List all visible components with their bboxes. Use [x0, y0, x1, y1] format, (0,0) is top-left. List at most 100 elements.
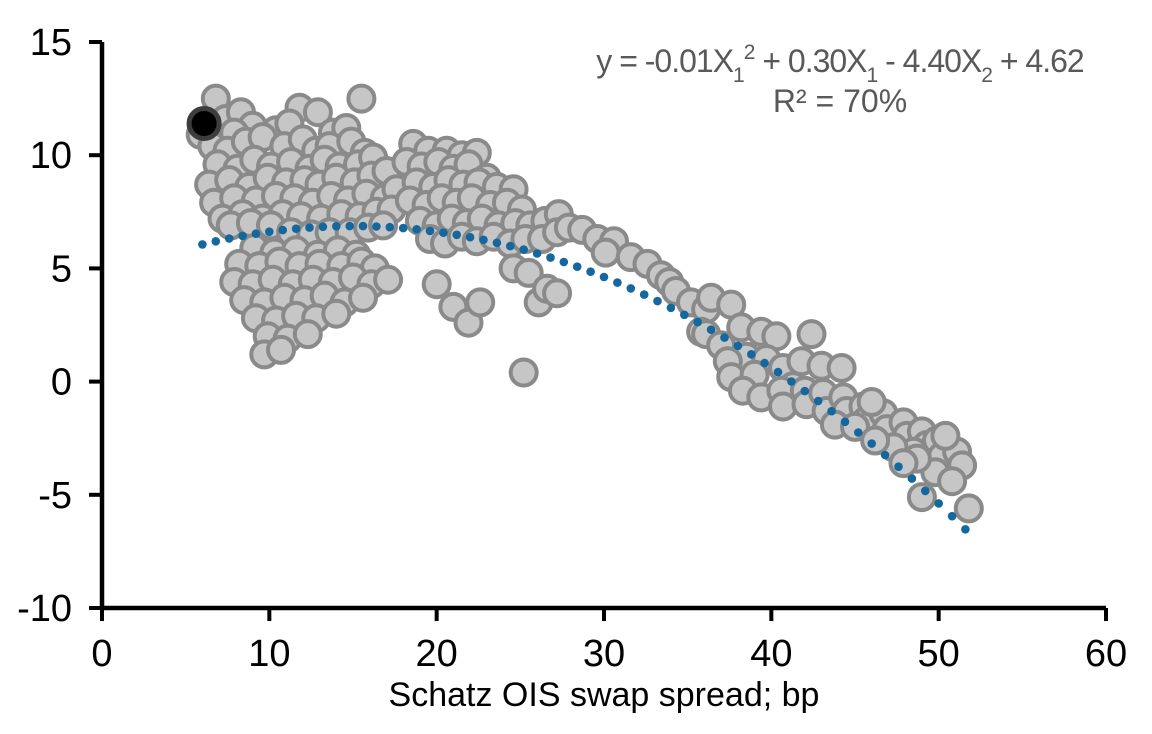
trend-dot [425, 226, 435, 236]
trend-line [198, 221, 970, 534]
scatter-point [421, 269, 452, 300]
trend-dot [639, 290, 649, 299]
trend-dot [372, 222, 381, 231]
scatter-point [906, 482, 937, 513]
scatter-point [292, 319, 323, 350]
scatter-point [508, 357, 539, 388]
y-tick-label: 15 [30, 22, 72, 64]
trend-dot [773, 367, 783, 377]
x-axis-tick-labels: 0 10 20 30 40 50 60 [91, 633, 1127, 675]
x-tick-label: 0 [91, 633, 112, 675]
scatter-point [888, 448, 919, 479]
scatter-point [346, 83, 377, 114]
trend-dot [680, 310, 689, 320]
trend-dot [559, 257, 569, 267]
trend-dot [787, 377, 796, 386]
scatter-point [513, 257, 544, 288]
trend-dot [251, 229, 261, 238]
scatter-point [266, 334, 296, 365]
x-tick-label: 10 [248, 633, 290, 675]
trend-dot [827, 406, 836, 416]
trend-dot [907, 474, 917, 483]
y-tick-label: 5 [51, 248, 72, 290]
trend-dot [867, 439, 876, 448]
trend-dot [238, 231, 247, 241]
trend-dot [813, 396, 823, 406]
trend-dot [840, 417, 850, 427]
trend-dot [760, 358, 769, 368]
trend-dot [291, 224, 301, 233]
scatter-point [856, 387, 887, 417]
trend-dot [519, 245, 528, 254]
y-tick-label: -5 [38, 475, 72, 517]
scatter-point [348, 282, 378, 313]
trend-dot [947, 511, 957, 521]
trend-dot [332, 222, 341, 231]
trend-dot [385, 222, 395, 232]
trend-dot [747, 350, 756, 359]
trend-dot [854, 428, 863, 437]
trend-dot [894, 462, 903, 472]
trend-dot [921, 486, 930, 496]
scatter-point [590, 237, 621, 268]
trend-dot [626, 284, 636, 293]
trend-dot [572, 262, 582, 272]
trend-dot [439, 228, 448, 237]
x-tick-label: 60 [1085, 633, 1127, 675]
trend-dot [532, 249, 542, 258]
trend-dot [613, 278, 622, 287]
trend-dot [599, 272, 609, 282]
trend-dot [398, 223, 408, 233]
scatter-point [953, 493, 984, 524]
x-tick-label: 20 [416, 633, 458, 675]
trend-dot [492, 238, 502, 248]
trend-dot [265, 227, 274, 236]
trend-dot [720, 333, 729, 342]
scatter-point [796, 319, 827, 350]
scatter-point [937, 466, 968, 497]
scatter-point [465, 287, 496, 318]
trend-dot [345, 221, 355, 231]
equation-annotation: y = -0.01X12 + 0.30X1 - 4.40X2 + 4.62 [596, 41, 1084, 87]
x-tick-label: 40 [750, 633, 792, 675]
trend-dot [358, 221, 368, 231]
trend-dot [305, 223, 314, 232]
trend-dot [693, 317, 702, 327]
trend-dot [961, 525, 970, 534]
x-axis-title: Schatz OIS swap spread; bp [389, 676, 820, 714]
trend-dot [666, 303, 676, 313]
y-axis-tick-labels: 15 10 5 0 -5 -10 [17, 22, 72, 630]
scatter-point [826, 353, 857, 383]
scatter-point [860, 425, 891, 456]
trend-dot [800, 386, 810, 396]
y-tick-label: 10 [30, 135, 72, 177]
trend-dot [211, 237, 221, 246]
x-tick-label: 50 [918, 633, 960, 675]
trend-dot [198, 240, 207, 249]
y-tick-label: 0 [51, 362, 72, 404]
y-tick-label: -10 [17, 588, 72, 630]
trend-dot [465, 232, 475, 242]
scatter-points [185, 83, 984, 524]
scatter-point [368, 210, 399, 241]
trend-dot [479, 235, 488, 245]
trend-dot [506, 241, 515, 251]
trend-dot [586, 267, 595, 277]
trend-dot [412, 225, 421, 234]
scatter-point [930, 420, 961, 451]
scatter-point [542, 278, 573, 309]
scatter-point [373, 264, 404, 295]
trend-dot [880, 450, 890, 460]
highlighted-scatter-point [186, 106, 222, 141]
trend-dot [278, 225, 288, 235]
scatter-point [302, 97, 333, 128]
trend-dot [318, 222, 328, 232]
trend-dot [452, 230, 462, 240]
trend-dot [224, 234, 234, 243]
trend-dot [546, 253, 555, 262]
highlighted-point [186, 106, 222, 141]
r-squared-annotation: R² = 70% [773, 83, 907, 119]
scatter-point [321, 298, 352, 329]
